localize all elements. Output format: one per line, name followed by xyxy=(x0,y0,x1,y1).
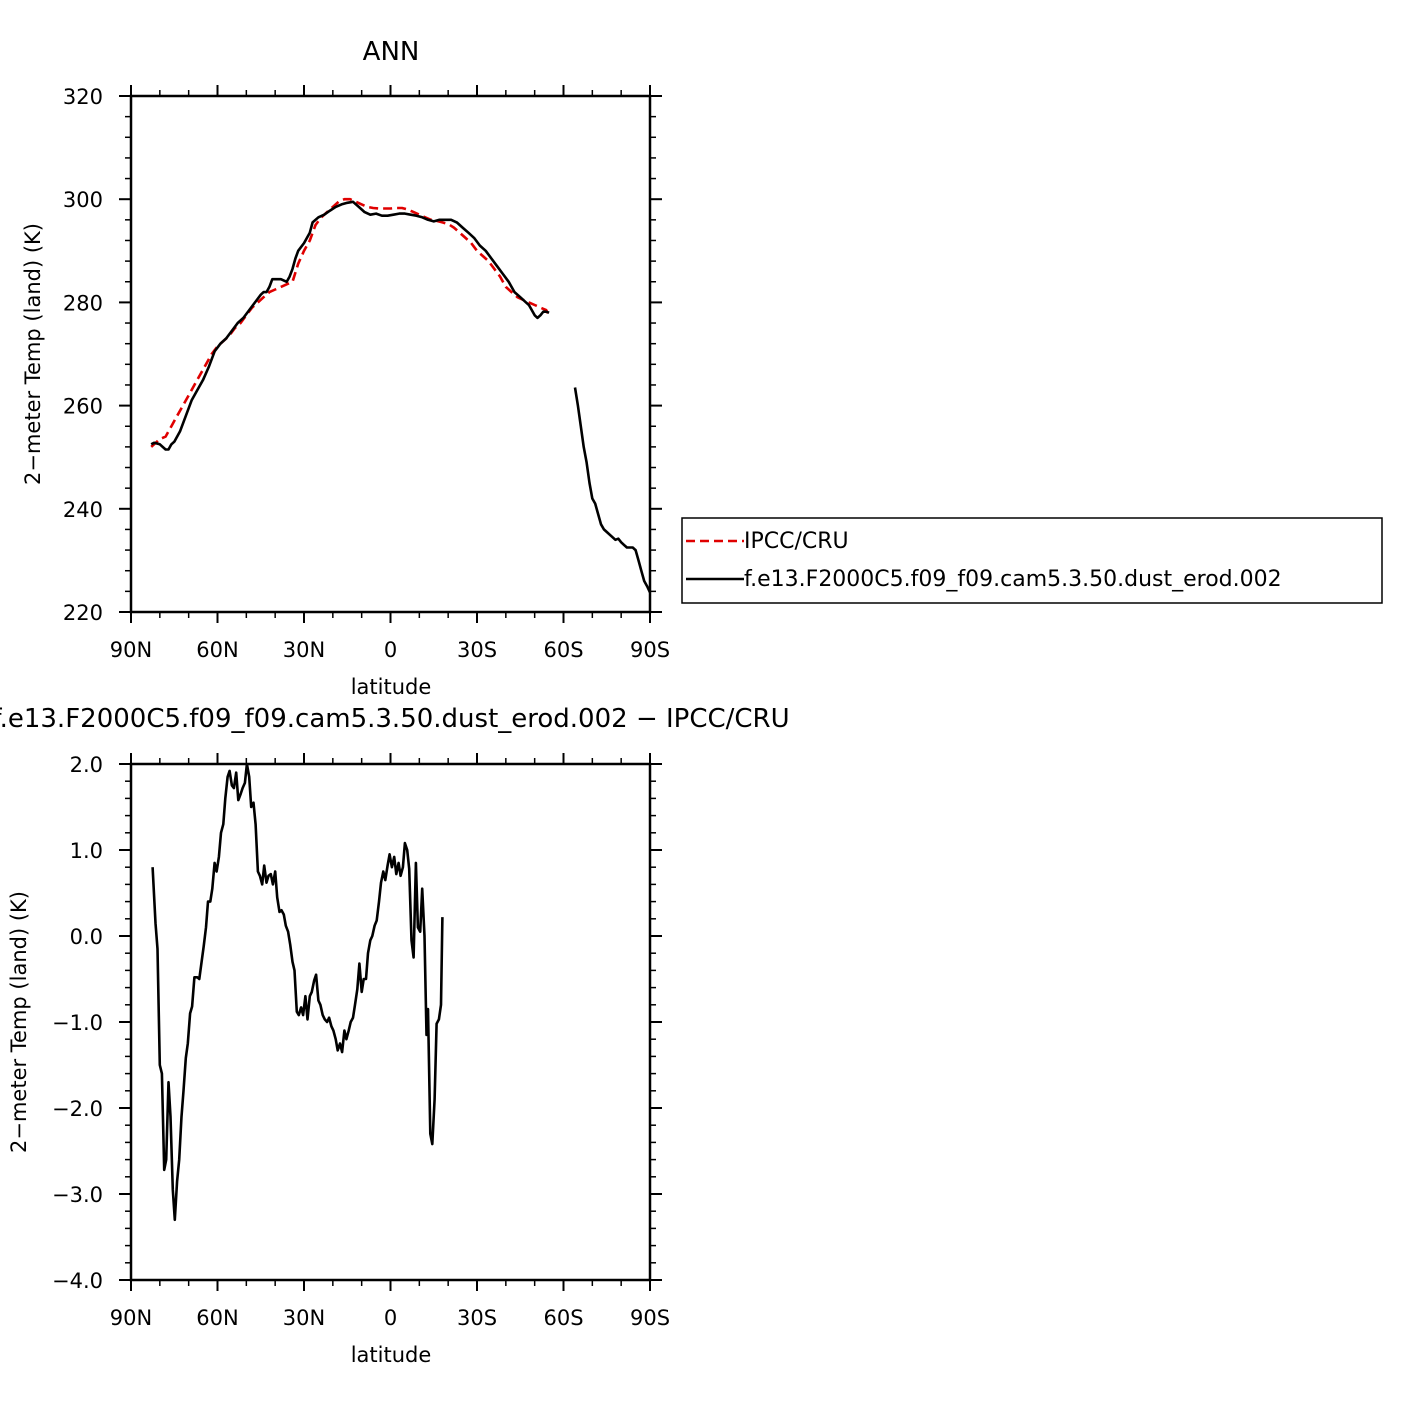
y-tick-label: −3.0 xyxy=(52,1183,103,1207)
legend-box xyxy=(681,517,1383,604)
top-x-axis-title: latitude xyxy=(351,675,432,699)
x-tick-label: 90S xyxy=(630,1306,670,1330)
series-line-ipcc-cru xyxy=(150,197,551,448)
series-line-model xyxy=(573,387,652,593)
bottom-plot-frame xyxy=(129,762,652,1282)
x-tick-label: 60N xyxy=(196,1306,238,1330)
x-tick-label: 60S xyxy=(543,1306,583,1330)
x-tick-label: 90N xyxy=(110,1306,152,1330)
x-tick-label: 0 xyxy=(384,1306,397,1330)
bottom-panel-title: f.e13.F2000C5.f09_f09.cam5.3.50.dust_ero… xyxy=(0,704,790,734)
x-tick-label: 60S xyxy=(543,638,583,662)
legend-label-ipcc-cru: IPCC/CRU xyxy=(744,529,849,554)
bottom-panel: f.e13.F2000C5.f09_f09.cam5.3.50.dust_ero… xyxy=(0,704,790,1367)
y-tick-label: 240 xyxy=(63,498,103,522)
y-tick-label: 300 xyxy=(63,188,103,212)
x-tick-label: 0 xyxy=(384,638,397,662)
series-line-difference xyxy=(151,762,444,1222)
series-line-model xyxy=(150,200,550,451)
x-tick-label: 60N xyxy=(196,638,238,662)
bottom-series-lines xyxy=(151,762,444,1222)
y-tick-label: −2.0 xyxy=(52,1097,103,1121)
top-panel: ANN 90N 60N 30N 0 30S 60S 90S 220 240 260 280 300 32… xyxy=(21,37,670,699)
y-tick-label: 0.0 xyxy=(70,925,103,949)
x-tick-label: 90N xyxy=(110,638,152,662)
top-y-axis-title: 2−meter Temp (land) (K) xyxy=(21,223,45,485)
y-tick-label: −1.0 xyxy=(52,1011,103,1035)
x-tick-label: 30N xyxy=(283,638,325,662)
x-tick-label: 90S xyxy=(630,638,670,662)
top-series-lines xyxy=(150,197,652,593)
legend: IPCC/CRU f.e13.F2000C5.f09_f09.cam5.3.50… xyxy=(681,517,1383,604)
bottom-x-axis-title: latitude xyxy=(351,1343,432,1367)
y-tick-label: 320 xyxy=(63,85,103,109)
top-panel-title: ANN xyxy=(363,37,420,67)
bottom-axis-ticks: 90N 60N 30N 0 30S 60S 90S −4.0 −3.0 −2.0 −1.0 0.0 1.… xyxy=(52,753,670,1330)
y-tick-label: 2.0 xyxy=(70,753,103,777)
y-tick-label: −4.0 xyxy=(52,1269,103,1293)
legend-label-model: f.e13.F2000C5.f09_f09.cam5.3.50.dust_ero… xyxy=(744,567,1282,592)
x-tick-label: 30N xyxy=(283,1306,325,1330)
x-tick-label: 30S xyxy=(457,638,497,662)
y-tick-label: 260 xyxy=(63,395,103,419)
top-plot-frame xyxy=(129,94,652,614)
x-tick-label: 30S xyxy=(457,1306,497,1330)
y-tick-label: 280 xyxy=(63,291,103,315)
bottom-y-axis-title: 2−meter Temp (land) (K) xyxy=(7,891,31,1153)
y-tick-label: 1.0 xyxy=(70,839,103,863)
y-tick-label: 220 xyxy=(63,601,103,625)
top-axis-ticks: 90N 60N 30N 0 30S 60S 90S 220 240 260 280 300 320 xyxy=(63,85,670,662)
